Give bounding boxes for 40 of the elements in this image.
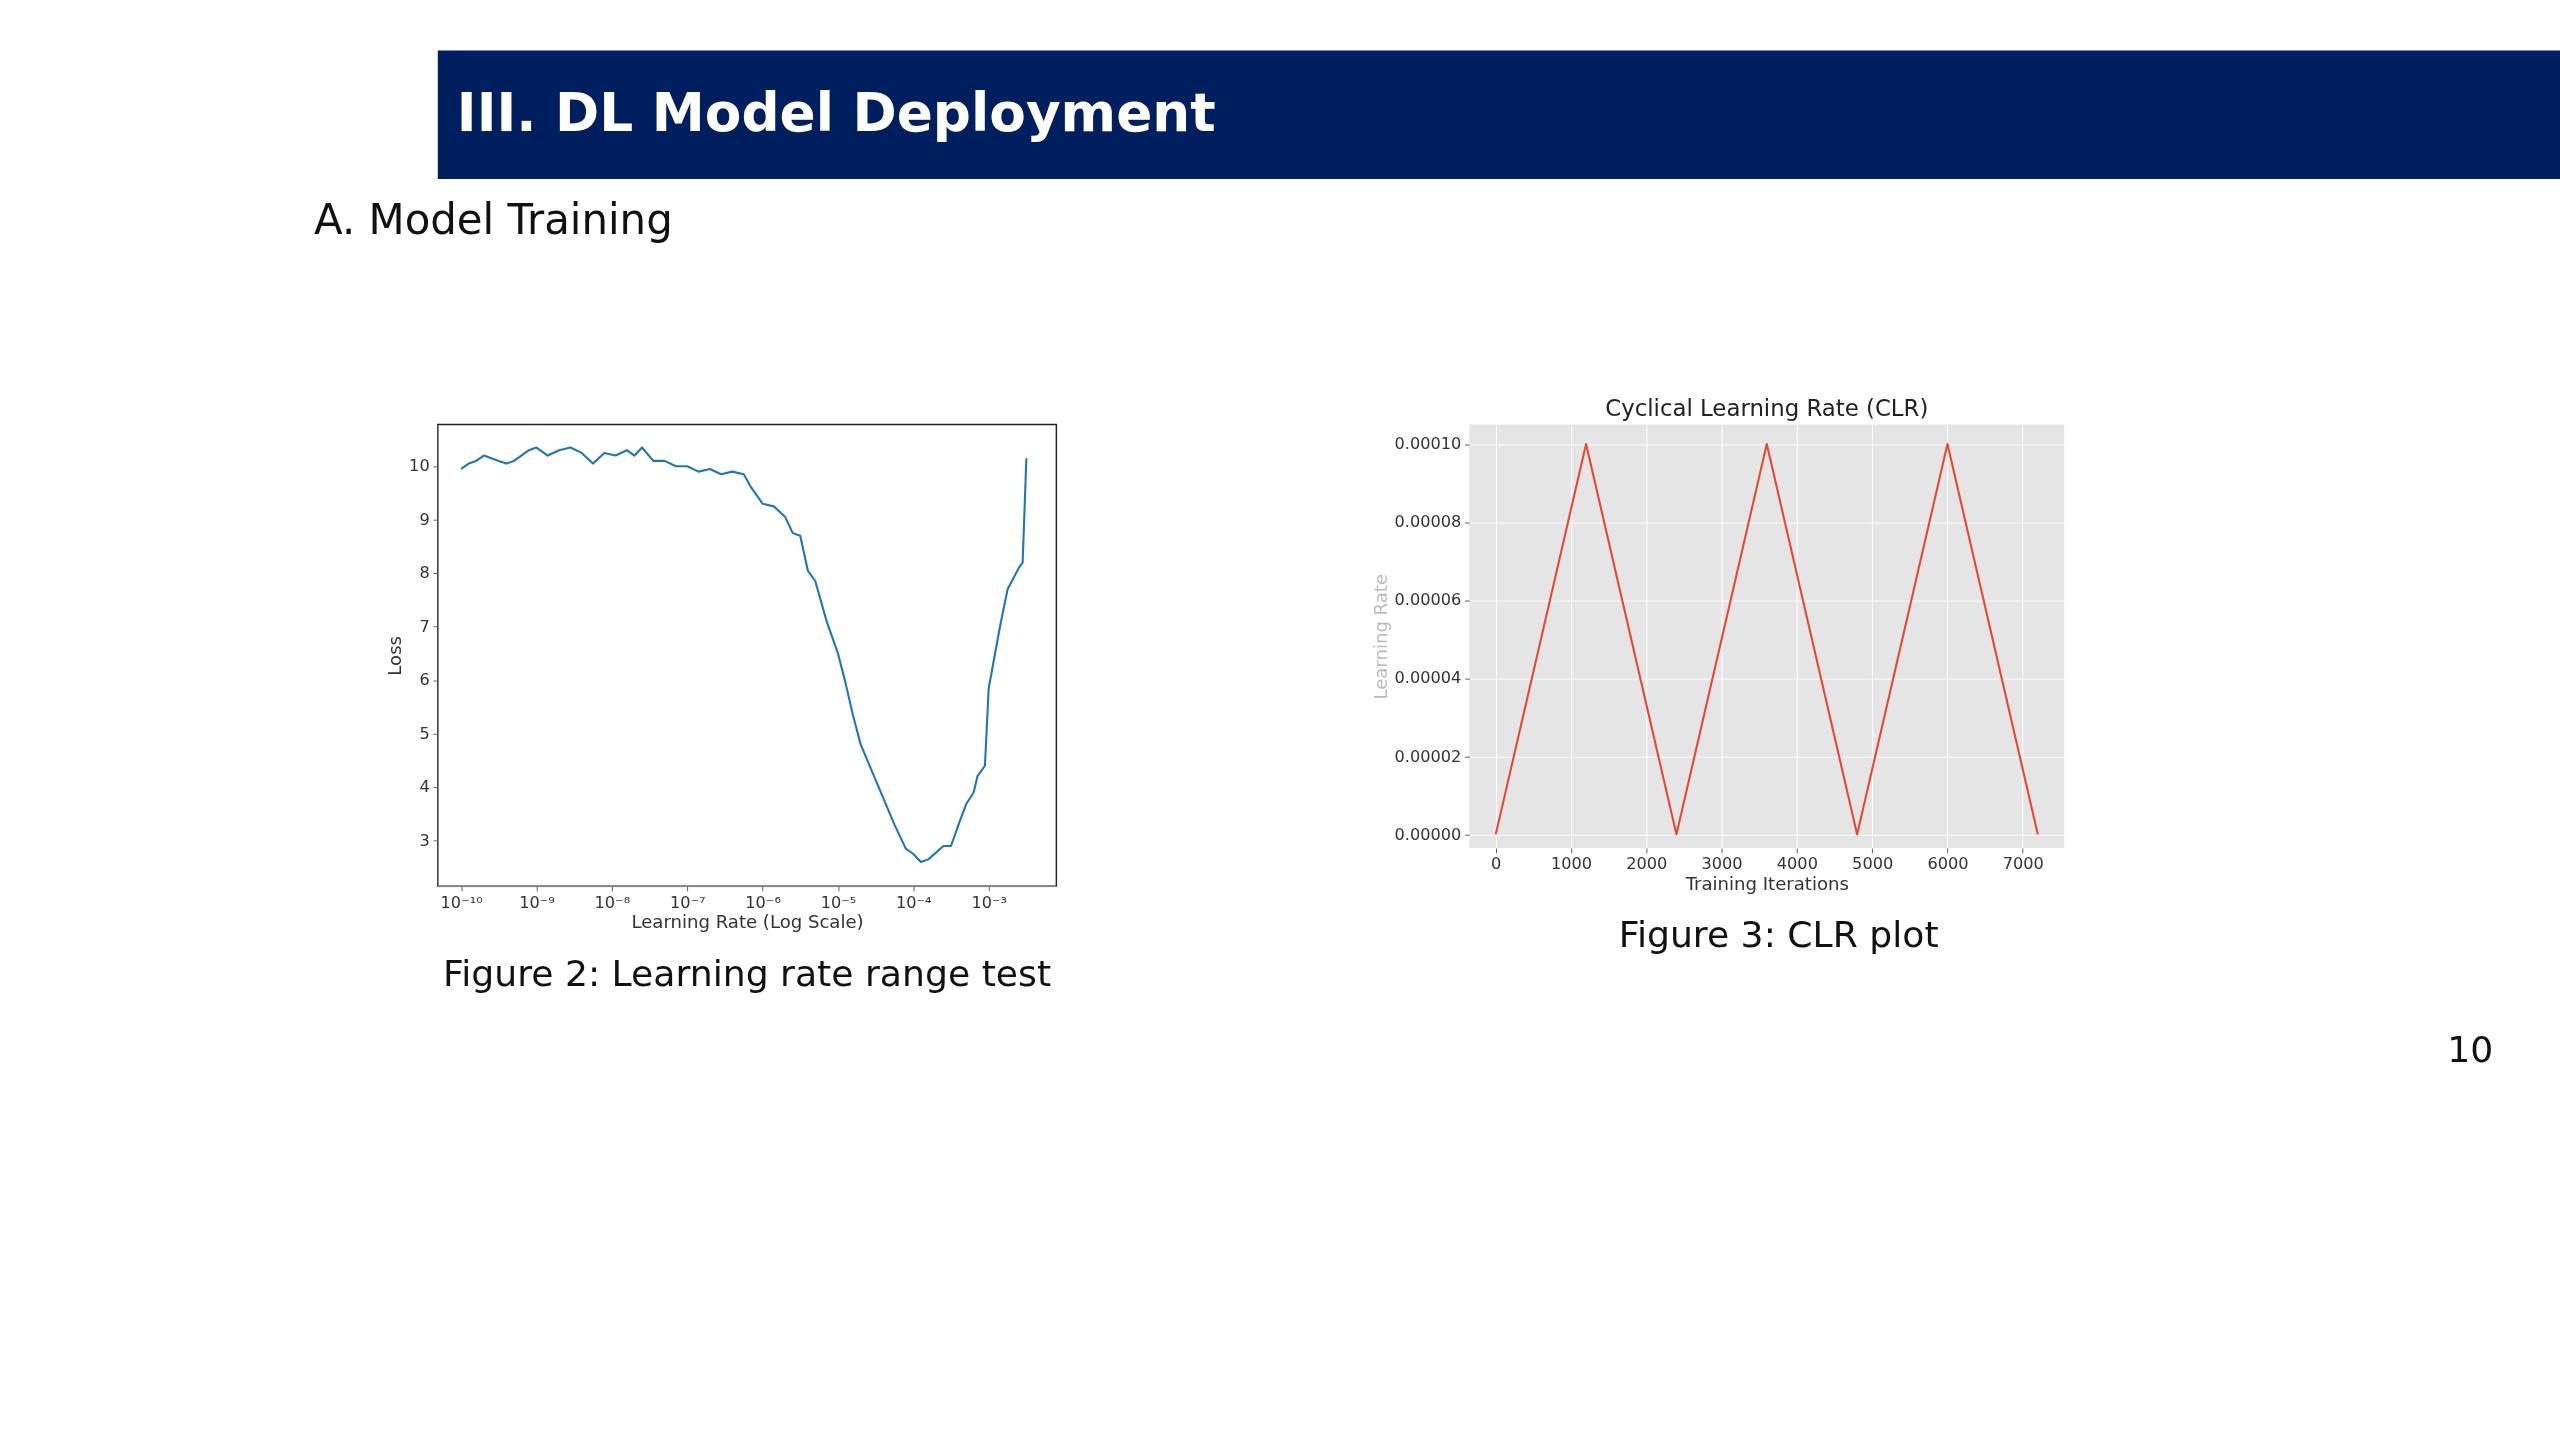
text: A. Model Training [314,195,673,245]
x-tick-label: 10⁻⁵ [820,892,857,912]
x-tick-label: 4000 [1776,854,1818,874]
x-tick-label: 3000 [1701,854,1743,874]
x-tick-label: 7000 [2002,854,2044,874]
y-tick-label: 0.00008 [1394,512,1462,532]
x-tick-label: 5000 [1852,854,1894,874]
x-tick-label: 6000 [1927,854,1969,874]
x-tick-label: 0 [1491,854,1502,874]
y-axis-title: Learning Rate [1369,573,1391,700]
x-axis-title: Training Iterations [1684,873,1849,895]
y-tick-label: 7 [419,616,430,636]
y-tick-label: 0.00000 [1394,824,1462,844]
y-tick-label: 4 [419,777,430,797]
x-tick-label: 10⁻³ [971,892,1007,912]
y-tick-label: 5 [419,723,430,743]
text: III. DL Model Deployment [456,81,1216,144]
caption: Figure 3: CLR plot [1618,913,1939,957]
x-tick-label: 10⁻¹⁰ [440,892,483,912]
y-tick-label: 6 [419,670,430,690]
chart-title: Cyclical Learning Rate (CLR) [1605,394,1929,421]
y-tick-label: 9 [419,509,430,529]
y-tick-label: 3 [419,830,430,850]
y-tick-label: 10 [409,456,430,476]
x-axis-title: Learning Rate (Log Scale) [631,911,864,933]
y-tick-label: 0.00006 [1394,590,1462,610]
y-tick-label: 8 [419,563,430,583]
x-tick-label: 10⁻⁶ [745,892,781,912]
y-axis-title: Loss [384,635,406,676]
x-tick-label: 2000 [1626,854,1668,874]
x-tick-label: 10⁻⁹ [519,892,555,912]
y-tick-label: 0.00010 [1394,434,1462,454]
text: 10 [2447,1028,2494,1072]
x-tick-label: 10⁻⁷ [669,892,706,912]
y-tick-label: 0.00002 [1394,746,1462,766]
caption: Figure 2: Learning rate range test [443,952,1052,996]
x-tick-label: 1000 [1550,854,1593,874]
x-tick-label: 10⁻⁸ [594,892,631,912]
y-tick-label: 0.00004 [1394,668,1462,688]
x-tick-label: 10⁻⁴ [896,892,932,912]
